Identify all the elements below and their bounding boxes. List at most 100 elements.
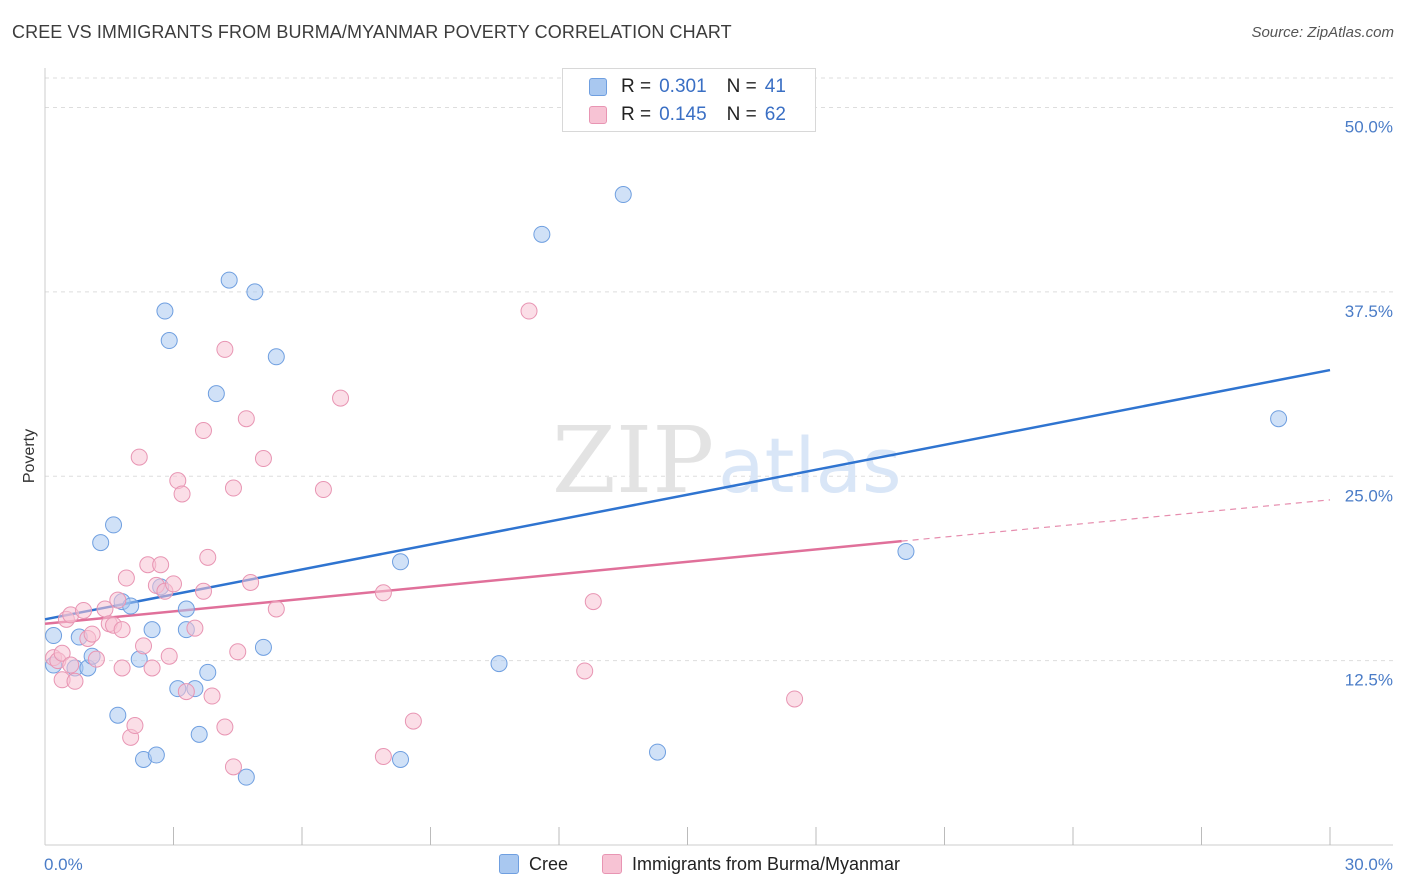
burma-point <box>224 758 242 776</box>
burma-point <box>87 650 105 668</box>
burma-point <box>109 591 127 609</box>
burma-point <box>194 422 212 440</box>
cree-point <box>147 746 165 764</box>
cree-point <box>143 621 161 639</box>
cree-point <box>109 706 127 724</box>
legend-n-value: 41 <box>764 76 786 97</box>
cree-point <box>156 302 174 320</box>
watermark-zip: ZIP <box>552 407 714 514</box>
source-label: Source: ZipAtlas.com <box>1251 24 1394 41</box>
burma-point <box>66 672 84 690</box>
x-tick-left: 0.0% <box>44 855 83 874</box>
legend-n-value: 62 <box>764 104 786 125</box>
burma-point <box>332 389 350 407</box>
burma-point <box>216 340 234 358</box>
burma-point <box>203 687 221 705</box>
cree-point <box>207 385 225 403</box>
cree-point <box>177 600 195 618</box>
burma-point <box>374 748 392 765</box>
burma-point <box>75 601 93 619</box>
legend-n-label: N = <box>726 76 757 97</box>
burma-point <box>152 556 170 574</box>
burma-point <box>199 548 217 566</box>
burma-point <box>135 637 153 655</box>
burma-point <box>237 410 255 428</box>
bottom-legend-label-burma: Immigrants from Burma/Myanmar <box>632 853 901 874</box>
burma-point <box>584 593 602 611</box>
bottom-legend-swatch-cree <box>499 854 519 874</box>
cree-point <box>190 725 208 743</box>
legend-r-label: R = <box>621 76 652 97</box>
bottom-legend-cree: Cree <box>499 852 568 876</box>
burma-point <box>404 712 422 730</box>
points-layer <box>45 186 1288 786</box>
axes-layer: 12.5% 25.0% 37.5% 50.0% <box>44 68 1393 846</box>
burma-point <box>242 573 260 591</box>
bottom-legend-burma: Immigrants from Burma/Myanmar <box>602 852 900 876</box>
legend-r-label: R = <box>621 104 652 125</box>
legend: R = 0.301 N = 41 R = 0.145 N = 62 <box>562 68 816 132</box>
cree-point <box>45 627 63 645</box>
bottom-legend-swatch-burma <box>602 854 622 874</box>
cree-point <box>237 768 255 786</box>
burma-point <box>177 683 195 701</box>
bottom-legend-label-cree: Cree <box>529 853 569 874</box>
burma-point <box>374 584 392 602</box>
grid-layer <box>45 77 1393 662</box>
burma-point <box>126 717 144 735</box>
burma-point <box>224 479 242 497</box>
cree-point <box>1270 410 1288 428</box>
burma-point <box>165 575 182 593</box>
legend-n-label: N = <box>726 104 757 125</box>
burma-point <box>113 621 131 639</box>
burma-point <box>314 481 332 499</box>
burma-point <box>130 448 148 466</box>
cree-point <box>897 542 915 560</box>
burma-point <box>254 450 272 468</box>
legend-row-cree: R = 0.301 N = 41 <box>563 73 786 101</box>
cree-point <box>199 663 217 681</box>
burma-point <box>113 659 131 677</box>
burma-point <box>83 625 101 643</box>
x-tick-right: 30.0% <box>1345 855 1393 874</box>
cree-point <box>105 516 123 534</box>
y-tick-label: 12.5% <box>1345 671 1393 690</box>
cree-point <box>267 348 285 366</box>
burma-point <box>576 662 594 680</box>
watermark-atlas: atlas <box>718 421 902 510</box>
burma-point <box>229 643 247 661</box>
burma-point <box>216 718 234 736</box>
burma-point <box>186 619 204 637</box>
cree-point <box>649 743 667 761</box>
burma-point <box>173 485 191 503</box>
burma-point <box>160 647 178 665</box>
legend-swatch-burma <box>589 106 607 124</box>
burma-trend-extension <box>901 499 1331 542</box>
burma-point <box>117 569 135 587</box>
cree-point <box>92 534 110 552</box>
cree-point <box>533 225 551 243</box>
y-axis-label: Poverty <box>21 429 38 483</box>
burma-point <box>786 690 804 708</box>
chart-title: CREE VS IMMIGRANTS FROM BURMA/MYANMAR PO… <box>12 22 732 42</box>
cree-trend-line <box>44 368 1331 621</box>
y-tick-label: 37.5% <box>1345 302 1393 321</box>
cree-point <box>160 332 178 350</box>
cree-point <box>220 271 238 289</box>
cree-point <box>392 750 410 768</box>
burma-point <box>143 659 161 677</box>
burma-point <box>520 302 538 320</box>
y-tick-label: 50.0% <box>1345 118 1393 137</box>
burma-point <box>194 582 212 600</box>
burma-point <box>62 656 80 674</box>
cree-point <box>254 638 272 656</box>
legend-swatch-cree <box>589 78 607 96</box>
burma-point <box>267 600 285 618</box>
burma-point <box>53 644 71 662</box>
legend-r-value: 0.301 <box>659 76 707 97</box>
legend-row-burma: R = 0.145 N = 62 <box>563 101 786 129</box>
cree-point <box>614 186 632 204</box>
cree-point <box>392 553 410 571</box>
cree-point <box>490 655 508 673</box>
